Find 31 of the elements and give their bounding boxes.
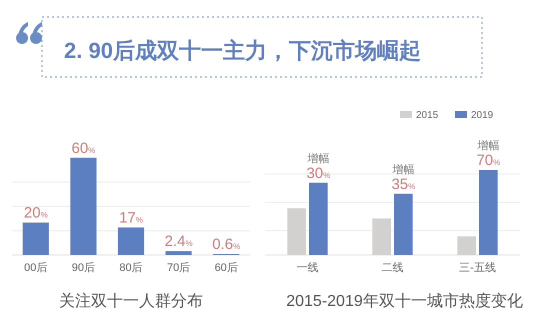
annotation: 增幅 70% xyxy=(476,140,500,169)
data-label: 60% xyxy=(71,140,96,157)
bar xyxy=(287,208,306,255)
x-tick-label: 00后 xyxy=(24,261,48,274)
bar xyxy=(309,182,328,255)
x-tick-label: 80后 xyxy=(119,261,143,274)
bar xyxy=(166,251,192,255)
data-label: 0.6% xyxy=(212,236,240,254)
bar xyxy=(457,236,476,255)
data-label: 20% xyxy=(24,204,48,222)
bar xyxy=(479,170,498,255)
data-label: 2.4% xyxy=(164,233,193,250)
text: 关注双十一人群分布 xyxy=(59,292,203,310)
text: 2. 90后成双十一主力，下沉市场崛起 xyxy=(64,38,421,63)
data-label: 17% xyxy=(119,209,143,226)
x-tick-label: 60后 xyxy=(214,261,238,274)
bar xyxy=(118,227,144,255)
bar xyxy=(70,158,96,255)
x-tick-label: 一线 xyxy=(296,261,318,274)
legend-label: 2019 xyxy=(471,110,494,121)
annotation: 增幅 35% xyxy=(391,164,416,193)
bar xyxy=(394,194,413,255)
x-tick-label: 二线 xyxy=(382,261,404,274)
annotation: 增幅 30% xyxy=(306,152,330,182)
bar xyxy=(372,218,391,255)
x-tick-label: 70后 xyxy=(166,261,190,274)
legend-label: 2015 xyxy=(416,110,439,121)
text: 2015-2019年双十一城市热度变化 xyxy=(286,292,523,310)
x-tick-label: 90后 xyxy=(72,261,96,274)
x-tick-label: 三-五线 xyxy=(459,261,496,274)
bar xyxy=(22,222,49,255)
